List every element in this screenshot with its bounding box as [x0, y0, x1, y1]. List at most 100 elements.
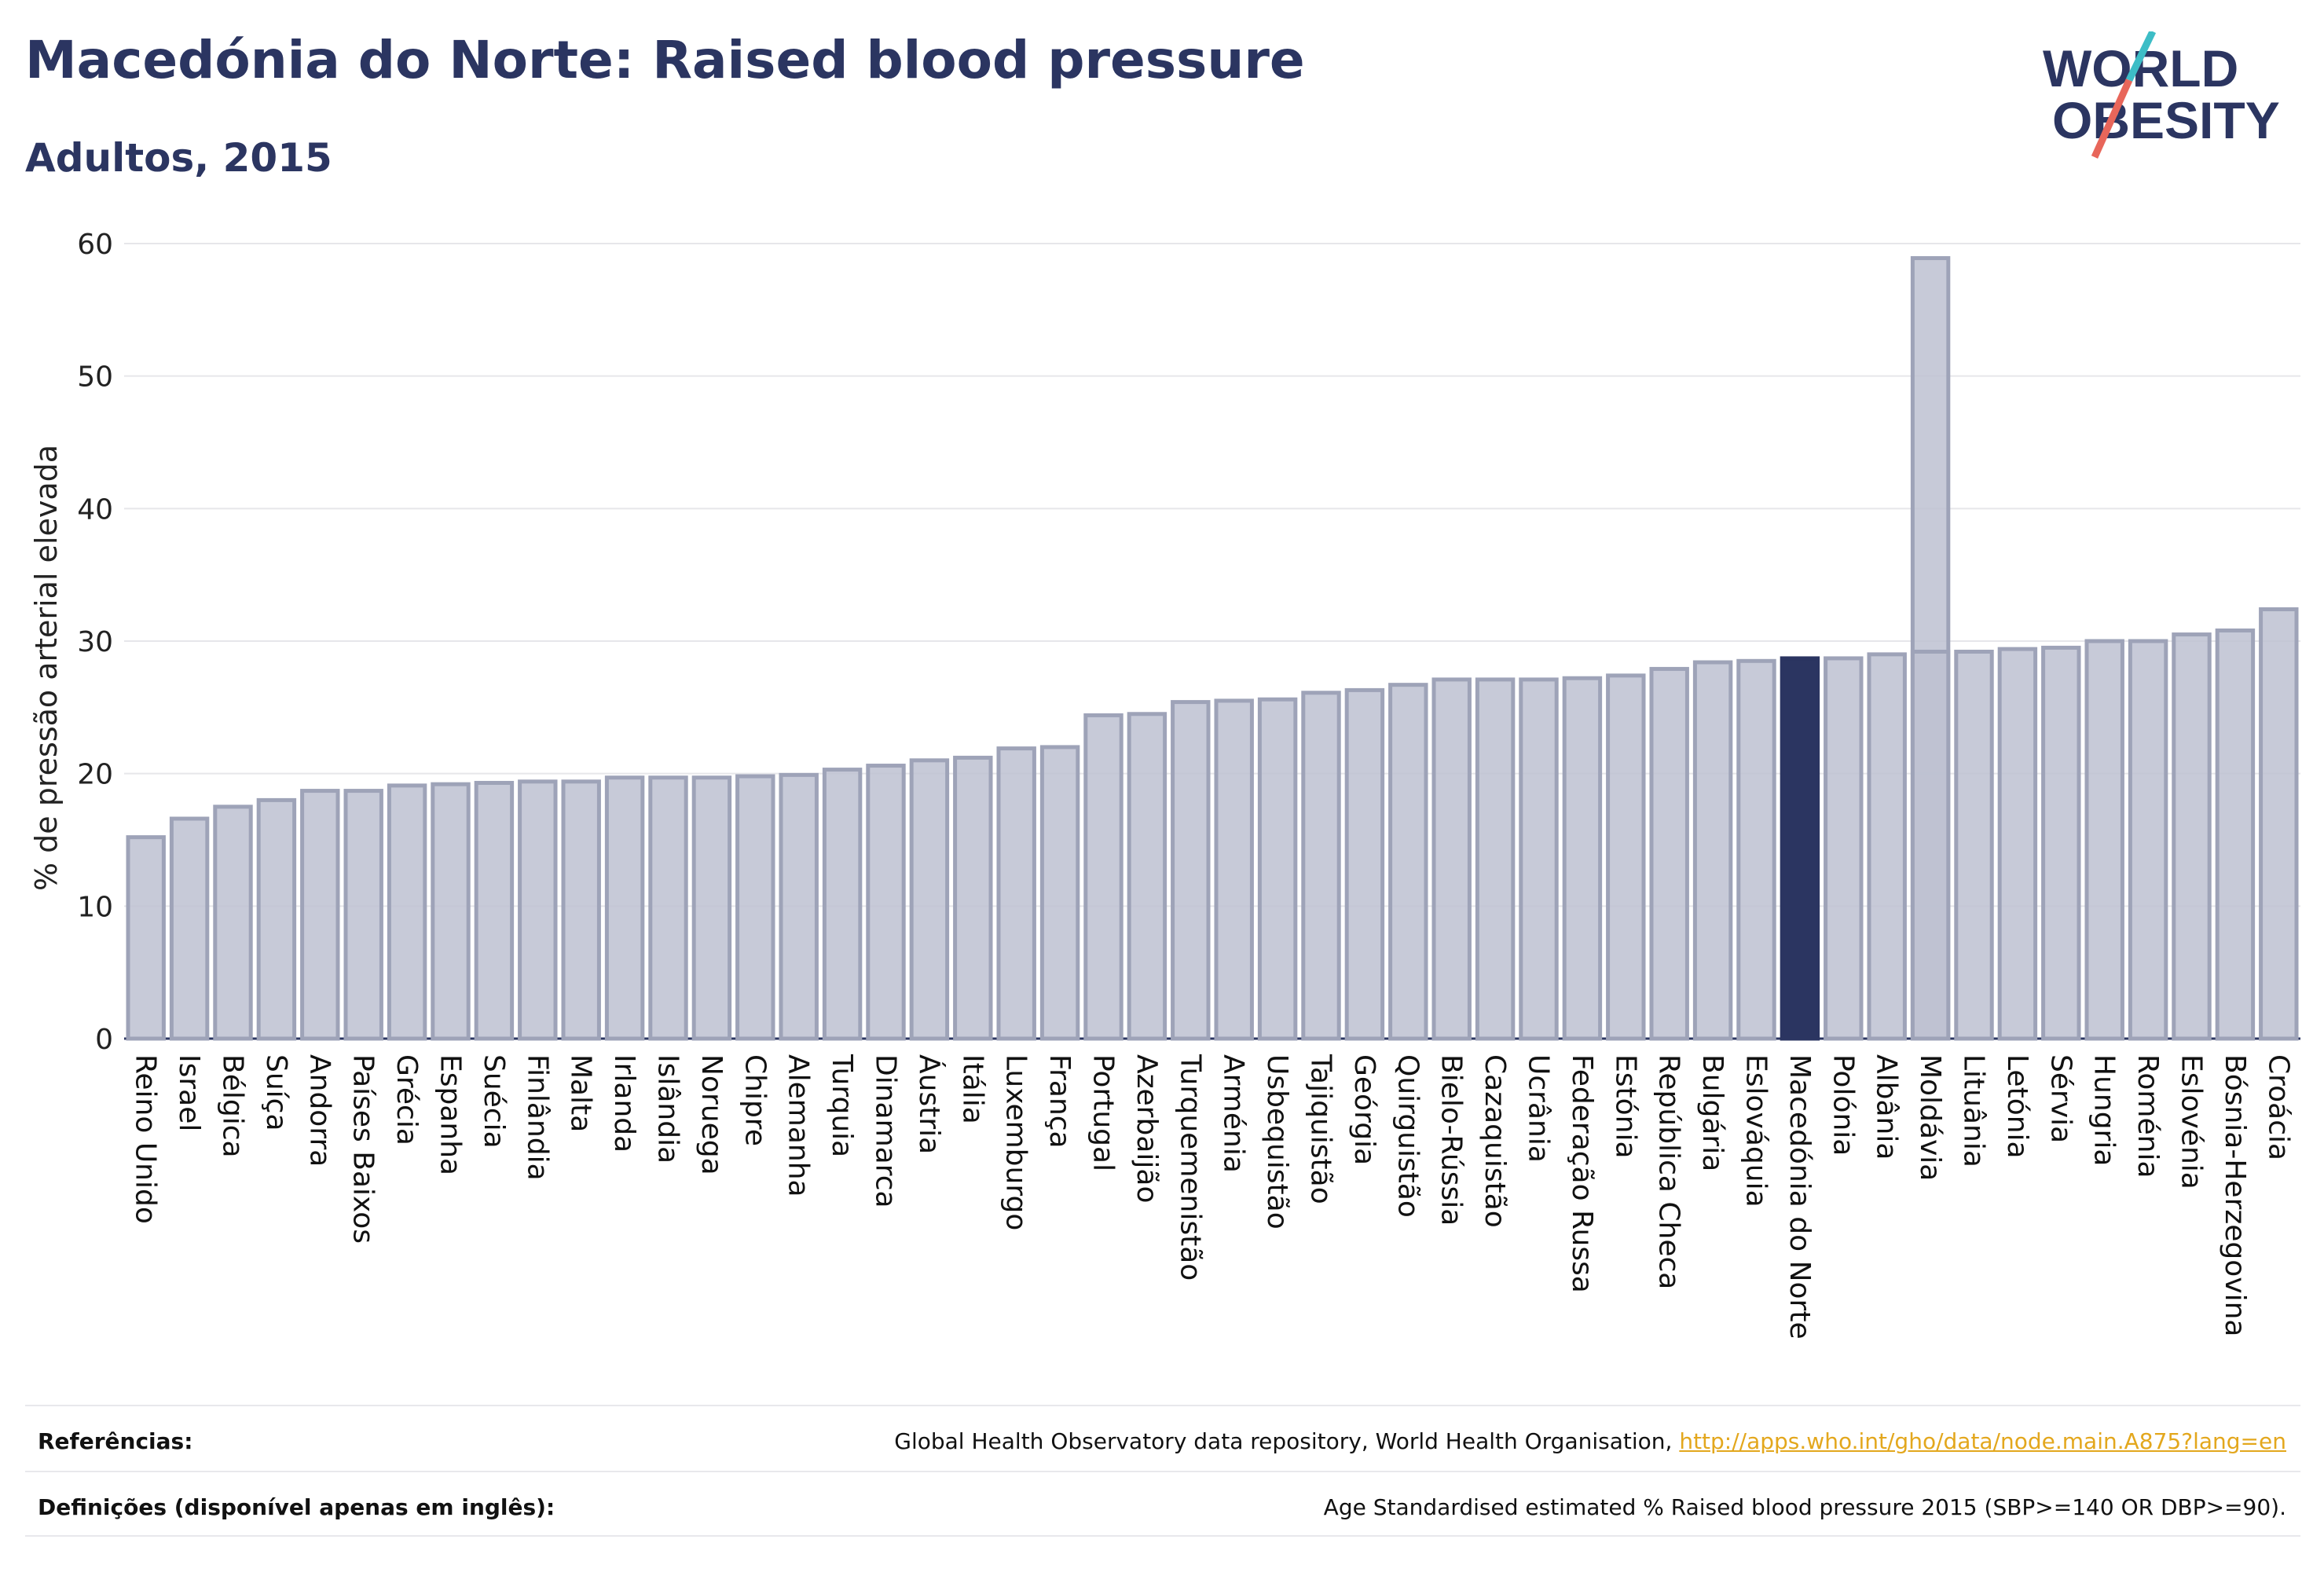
x-tick-label: Irlanda — [608, 1054, 640, 1153]
bar — [1954, 649, 1994, 1041]
x-tick-label: Luxemburgo — [1000, 1054, 1032, 1230]
bars — [126, 256, 2299, 1041]
x-tick-label: Suíça — [260, 1054, 292, 1131]
x-tick-label: Alemanha — [783, 1054, 815, 1197]
chart-subtitle: Adultos, 2015 — [25, 135, 332, 181]
bar — [1997, 647, 2038, 1041]
y-tick-label: 40 — [77, 493, 113, 526]
x-tick-label: Países Baixos — [347, 1054, 379, 1244]
bar — [2215, 629, 2256, 1041]
x-tick-label: Moldávia — [1914, 1054, 1946, 1181]
footer-divider-bottom — [25, 1535, 2300, 1537]
bar — [474, 780, 515, 1041]
x-tick-label: Andorra — [303, 1054, 335, 1167]
x-tick-label: Tajiquistão — [1305, 1054, 1337, 1204]
bar — [256, 797, 297, 1041]
bar — [169, 816, 210, 1041]
x-tick-labels: Reino Unido Israel Bélgica Suíça Andorra País… — [130, 1054, 2295, 1340]
x-tick-label: Cazaquistão — [1479, 1054, 1511, 1228]
x-tick-label: Estónia — [1609, 1054, 1641, 1159]
bar — [387, 783, 427, 1041]
definitions-label: Definições (disponível apenas em inglês)… — [38, 1494, 555, 1520]
bar — [300, 789, 340, 1041]
y-tick-label: 10 — [77, 891, 113, 923]
x-tick-label: República Checa — [1653, 1054, 1685, 1289]
bar — [1039, 745, 1080, 1041]
bar — [735, 774, 775, 1041]
bar — [1431, 677, 1472, 1041]
x-tick-label: Chipre — [739, 1054, 771, 1146]
bar — [518, 779, 558, 1041]
x-tick-label: Sérvia — [2044, 1054, 2077, 1143]
bar — [1606, 673, 1646, 1041]
bar — [1171, 700, 1211, 1041]
x-tick-label: Turquemenistão — [1174, 1054, 1206, 1281]
y-axis-label: % de pressão arterial elevada — [29, 445, 64, 891]
bar — [343, 789, 383, 1041]
bar — [431, 782, 471, 1041]
bar-highlight — [1780, 656, 1820, 1041]
x-tick-label: Malta — [565, 1054, 597, 1132]
y-tick-label: 0 — [95, 1024, 113, 1056]
bar — [1824, 656, 1864, 1041]
bar — [2259, 607, 2299, 1041]
bar — [1910, 649, 1951, 1041]
x-tick-label: Polónia — [1827, 1054, 1859, 1156]
bar — [126, 835, 166, 1041]
bar — [996, 746, 1036, 1041]
references-link[interactable]: http://apps.who.int/gho/data/node.main.A… — [1679, 1428, 2286, 1454]
bar — [2084, 639, 2124, 1041]
bar — [1388, 683, 1428, 1041]
y-tick-label: 30 — [77, 626, 113, 658]
references-value: Global Health Observatory data repositor… — [894, 1428, 2286, 1454]
bar — [1214, 698, 1254, 1041]
x-tick-label: Áustria — [913, 1054, 946, 1154]
x-tick-label: Ucrânia — [1523, 1054, 1555, 1163]
x-tick-label: Macedónia do Norte — [1783, 1054, 1816, 1340]
x-tick-label: Dinamarca — [870, 1054, 902, 1208]
bar — [604, 775, 645, 1041]
x-tick-label: Turquia — [826, 1054, 858, 1157]
chart-title: Macedónia do Norte: Raised blood pressur… — [25, 30, 1305, 90]
x-tick-label: Quirguistão — [1391, 1054, 1424, 1218]
x-tick-label: Bulgária — [1696, 1054, 1728, 1171]
logo-line2: OBESITY — [2052, 91, 2280, 149]
bar — [1562, 676, 1603, 1041]
references-label: Referências: — [38, 1428, 193, 1454]
bar — [1519, 677, 1559, 1041]
x-tick-label: Usbequistão — [1261, 1054, 1293, 1230]
x-tick-label: Geórgia — [1348, 1054, 1380, 1165]
bar — [1867, 652, 1907, 1041]
x-tick-label: Federação Russa — [1566, 1054, 1598, 1293]
bar — [2128, 639, 2168, 1041]
bar — [648, 775, 688, 1041]
x-tick-label: Eslováquia — [1740, 1054, 1772, 1208]
x-tick-label: Suécia — [478, 1054, 510, 1149]
x-tick-label: Roménia — [2132, 1054, 2164, 1178]
x-tick-label: Portugal — [1087, 1054, 1120, 1171]
bar — [1301, 691, 1341, 1041]
x-tick-label: França — [1043, 1054, 1076, 1149]
x-tick-label: Itália — [956, 1054, 988, 1124]
footer-divider-middle — [25, 1471, 2300, 1472]
bar-chart: 0 10 20 30 40 50 60 Reino Unido Israel Bélgica Su… — [29, 229, 2300, 1340]
x-tick-label: Albânia — [1871, 1054, 1903, 1160]
x-tick-label: Azerbaijão — [1131, 1054, 1163, 1203]
bar — [909, 758, 950, 1041]
bar — [1083, 713, 1124, 1041]
x-tick-label: Finlândia — [521, 1054, 553, 1181]
x-tick-label: Bósnia-Herzegovina — [2219, 1054, 2251, 1336]
x-tick-label: Letónia — [2001, 1054, 2033, 1159]
world-obesity-logo: WORLD OBESITY — [2043, 31, 2280, 159]
footer-divider-top — [25, 1405, 2300, 1406]
x-tick-label: Islândia — [652, 1054, 684, 1164]
y-tick-labels: 0 10 20 30 40 50 60 — [77, 229, 113, 1056]
bar — [1127, 712, 1167, 1041]
x-tick-label: Lituânia — [1958, 1054, 1990, 1167]
x-tick-label: Noruega — [695, 1054, 728, 1175]
x-tick-label: Bélgica — [217, 1054, 249, 1158]
y-tick-label: 50 — [77, 361, 113, 394]
bar — [213, 804, 253, 1041]
x-tick-label: Bielo-Rússia — [1435, 1054, 1468, 1226]
x-tick-label: Grécia — [390, 1054, 423, 1145]
